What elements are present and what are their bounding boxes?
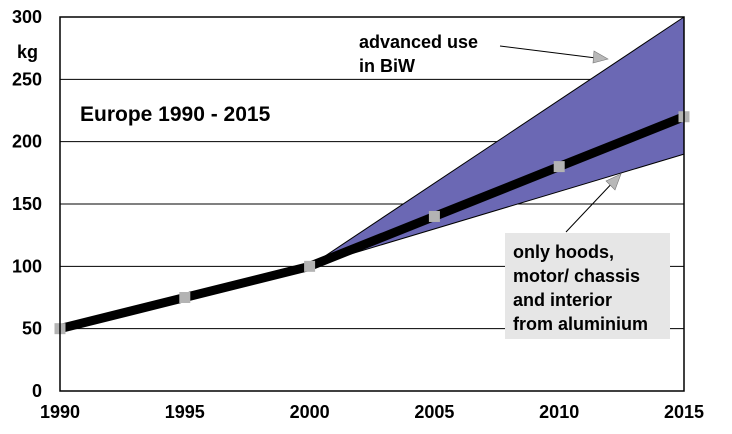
y-tick-label: 200 bbox=[12, 132, 42, 152]
y-tick-label: 0 bbox=[32, 381, 42, 401]
x-tick-label: 1990 bbox=[40, 402, 80, 422]
data-point-marker bbox=[553, 161, 565, 173]
axis-ticks: 0 50 100 150 200 250 300 1990 1995 2000 2005 2010 20… bbox=[12, 7, 704, 422]
y-tick-label: 150 bbox=[12, 194, 42, 214]
annotation-lower-line-2: motor/ chassis bbox=[513, 266, 640, 286]
annotation-lower-box bbox=[505, 233, 670, 339]
x-tick-label: 1995 bbox=[165, 402, 205, 422]
x-tick-label: 2000 bbox=[290, 402, 330, 422]
annotation-upper-line-1: advanced use bbox=[359, 32, 478, 52]
x-tick-label: 2005 bbox=[414, 402, 454, 422]
annotation-lower-line-1: only hoods, bbox=[513, 242, 614, 262]
y-tick-label: 100 bbox=[12, 256, 42, 276]
x-tick-label: 2010 bbox=[539, 402, 579, 422]
plot-frame bbox=[59, 16, 685, 392]
annotation-lower-arrowhead bbox=[605, 173, 622, 191]
annotation-lower-arrow bbox=[565, 177, 618, 233]
y-tick-label: 50 bbox=[22, 319, 42, 339]
annotation-lower-line-3: and interior bbox=[513, 290, 612, 310]
annotation-lower-line-4: from aluminium bbox=[513, 314, 648, 334]
y-tick-label: 250 bbox=[12, 69, 42, 89]
chart-title: Europe 1990 - 2015 bbox=[80, 103, 271, 126]
series-line bbox=[58, 112, 686, 334]
y-tick-label: 300 bbox=[12, 7, 42, 27]
annotation-upper-line-2: in BiW bbox=[359, 56, 415, 76]
annotation-upper-arrowhead bbox=[592, 50, 609, 64]
data-point-marker bbox=[428, 210, 440, 222]
x-tick-label: 2015 bbox=[664, 402, 704, 422]
annotation-upper-arrow bbox=[499, 45, 605, 60]
data-point-marker bbox=[304, 260, 316, 272]
band-lower-edge bbox=[309, 153, 685, 267]
data-point-marker bbox=[179, 292, 191, 303]
y-axis-label: kg bbox=[17, 42, 38, 62]
band-upper-edge bbox=[309, 16, 685, 267]
